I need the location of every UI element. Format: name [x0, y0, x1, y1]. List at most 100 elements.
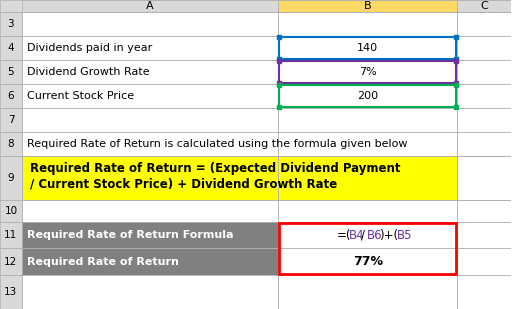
- Bar: [278, 108, 457, 132]
- Bar: [457, 156, 511, 200]
- Bar: [457, 275, 511, 309]
- Text: 10: 10: [5, 206, 17, 216]
- Text: Dividends paid in year: Dividends paid in year: [27, 43, 152, 53]
- Bar: [0, 84, 22, 108]
- Bar: [0, 275, 22, 309]
- Bar: [0, 36, 22, 60]
- Bar: [457, 84, 511, 108]
- Bar: [0, 108, 22, 132]
- Text: 140: 140: [357, 43, 378, 53]
- Bar: [279, 61, 456, 83]
- Bar: [457, 60, 511, 84]
- Bar: [457, 200, 511, 222]
- Bar: [278, 156, 457, 200]
- Text: 9: 9: [8, 173, 14, 183]
- Text: 8: 8: [8, 139, 14, 149]
- Text: B5: B5: [397, 229, 412, 242]
- Bar: [0, 84, 22, 108]
- Bar: [457, 248, 511, 275]
- Text: B6: B6: [367, 229, 382, 242]
- Text: Required Rate of Return Formula: Required Rate of Return Formula: [27, 230, 233, 240]
- Bar: [22, 0, 278, 12]
- Bar: [0, 0, 511, 12]
- Bar: [457, 156, 511, 200]
- Text: 5: 5: [8, 67, 14, 77]
- Bar: [0, 200, 22, 222]
- Bar: [278, 132, 457, 156]
- Text: Required Rate of Return is calculated using the formula given below: Required Rate of Return is calculated us…: [27, 139, 407, 149]
- Text: B: B: [364, 1, 372, 11]
- Bar: [0, 60, 22, 84]
- Bar: [278, 275, 457, 309]
- Text: 7%: 7%: [359, 67, 377, 77]
- Bar: [0, 222, 22, 248]
- Bar: [0, 12, 22, 36]
- Bar: [22, 275, 278, 309]
- Bar: [0, 200, 22, 222]
- Bar: [278, 200, 457, 222]
- Bar: [22, 248, 278, 275]
- Bar: [457, 248, 511, 275]
- Bar: [22, 156, 278, 200]
- Bar: [22, 275, 278, 309]
- Text: Required Rate of Return = (Expected Dividend Payment: Required Rate of Return = (Expected Divi…: [30, 162, 400, 175]
- Bar: [22, 60, 278, 84]
- Bar: [22, 108, 278, 132]
- Bar: [278, 275, 457, 309]
- Bar: [278, 222, 457, 248]
- Text: 200: 200: [357, 91, 378, 101]
- Bar: [279, 223, 456, 274]
- Text: Required Rate of Return: Required Rate of Return: [27, 256, 179, 267]
- Text: 6: 6: [8, 91, 14, 101]
- Bar: [22, 200, 278, 222]
- Bar: [22, 0, 278, 12]
- Text: 77%: 77%: [353, 255, 383, 268]
- Bar: [457, 84, 511, 108]
- Bar: [0, 60, 22, 84]
- Bar: [457, 200, 511, 222]
- Bar: [22, 36, 278, 60]
- Bar: [278, 36, 457, 60]
- Bar: [22, 108, 278, 132]
- Bar: [278, 200, 457, 222]
- Bar: [457, 36, 511, 60]
- Text: 13: 13: [4, 287, 17, 297]
- Bar: [279, 85, 456, 107]
- Text: 4: 4: [8, 43, 14, 53]
- Bar: [0, 156, 22, 200]
- Bar: [457, 12, 511, 36]
- Bar: [278, 36, 457, 60]
- Bar: [0, 156, 22, 200]
- Bar: [457, 0, 511, 12]
- Bar: [278, 0, 457, 12]
- Text: B4: B4: [349, 229, 364, 242]
- Bar: [278, 248, 457, 275]
- Bar: [0, 275, 22, 309]
- Text: 7: 7: [8, 115, 14, 125]
- Bar: [457, 275, 511, 309]
- Bar: [457, 36, 511, 60]
- Bar: [457, 156, 511, 200]
- Bar: [0, 36, 22, 60]
- Text: )+(: )+(: [379, 229, 398, 242]
- Bar: [457, 0, 511, 12]
- Bar: [457, 222, 511, 248]
- Bar: [22, 12, 278, 36]
- Bar: [0, 222, 22, 248]
- Bar: [22, 12, 278, 36]
- Bar: [279, 37, 456, 59]
- Text: /: /: [361, 229, 365, 242]
- Bar: [278, 12, 457, 36]
- Bar: [457, 132, 511, 156]
- Bar: [22, 222, 278, 248]
- Bar: [22, 132, 278, 156]
- Bar: [22, 156, 457, 200]
- Bar: [457, 60, 511, 84]
- Text: 11: 11: [4, 230, 17, 240]
- Text: Current Stock Price: Current Stock Price: [27, 91, 134, 101]
- Bar: [22, 84, 278, 108]
- Text: Dividend Growth Rate: Dividend Growth Rate: [27, 67, 150, 77]
- Bar: [278, 60, 457, 84]
- Text: / Current Stock Price) + Dividend Growth Rate: / Current Stock Price) + Dividend Growth…: [30, 178, 337, 191]
- Bar: [0, 132, 22, 156]
